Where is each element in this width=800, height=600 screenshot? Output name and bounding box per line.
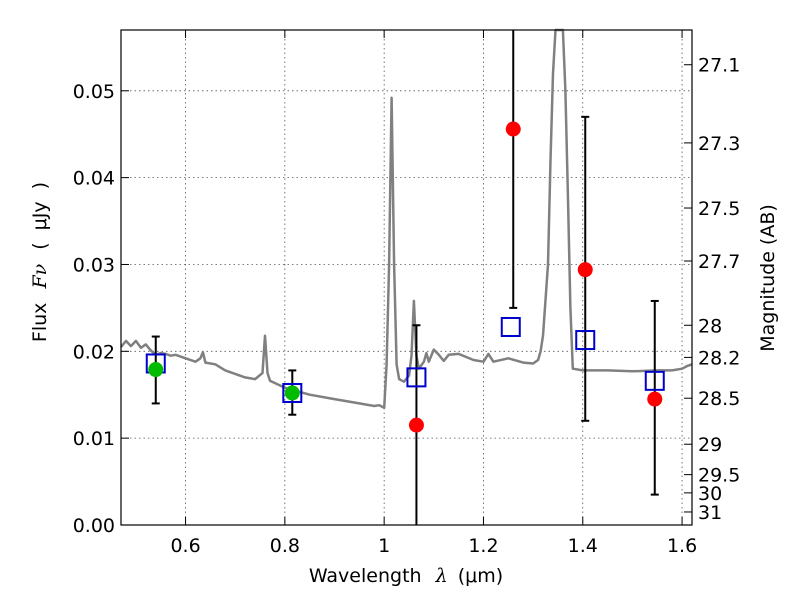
observed-flux-point — [284, 385, 300, 401]
magnitude-tick-label: 27.3 — [698, 133, 740, 155]
observed-flux-point — [647, 391, 663, 407]
x-tick-label: 1 — [378, 535, 390, 557]
magnitude-tick-label: 28 — [698, 315, 722, 337]
observed-flux-point — [505, 121, 521, 137]
x-tick-label: 1.4 — [568, 535, 598, 557]
plot-frame — [120, 29, 693, 526]
x-axis-label-open: ( — [458, 565, 465, 587]
y-axis-label-unit: μJy — [29, 201, 51, 230]
magnitude-tick-label: 27.7 — [698, 251, 740, 273]
x-axis-label: Wavelength λ (μm) — [309, 565, 503, 587]
y-tick-label: 0.02 — [73, 341, 115, 363]
y-axis-label-word: Flux — [29, 303, 51, 343]
x-axis-label-word: Wavelength — [309, 565, 422, 587]
x-axis-label-close: ) — [496, 565, 503, 587]
y-axis-label-open: ( — [29, 242, 51, 249]
y-tick-label: 0.01 — [73, 428, 115, 450]
observed-flux-point — [577, 262, 593, 278]
y2-axis-label: Magnitude (AB) — [757, 204, 779, 352]
magnitude-tick-label: 28.5 — [698, 388, 740, 410]
y-tick-label: 0.05 — [73, 81, 115, 103]
magnitude-tick-label: 27.5 — [698, 198, 740, 220]
observed-flux-point — [408, 417, 424, 433]
magnitude-tick-label: 27.1 — [698, 55, 740, 77]
magnitude-tick-label: 30 — [698, 483, 722, 505]
y-axis-label: Flux Fν ( μJy ) — [29, 182, 51, 342]
y-tick-label: 0.00 — [73, 515, 115, 537]
magnitude-tick-label: 28.2 — [698, 347, 740, 369]
magnitude-tick-label: 31 — [698, 502, 722, 524]
tick-layer: 0.6 0.8 1 1.2 1.4 1.6 0.00 0.01 0.02 0.03 0.04 0.05… — [73, 30, 740, 557]
model-photometry-square — [282, 383, 303, 403]
model-photometry-square — [406, 367, 427, 388]
grid-layer — [121, 30, 692, 525]
observed-flux-point — [148, 362, 164, 378]
y-axis-label-close: ) — [29, 182, 51, 189]
y-tick-label: 0.04 — [73, 168, 115, 190]
y-tick-label: 0.03 — [73, 254, 115, 276]
model-photometry-square — [500, 317, 521, 337]
x-tick-label: 0.8 — [270, 535, 300, 557]
x-tick-label: 1.2 — [468, 535, 498, 557]
magnitude-tick-label: 29 — [698, 434, 722, 456]
x-tick-label: 1.6 — [667, 535, 697, 557]
x-axis-label-symbol: λ — [435, 565, 448, 587]
x-axis-label-unit: μm — [465, 565, 496, 587]
magnitude-tick-label: 29.5 — [698, 465, 740, 487]
x-tick-label: 0.6 — [170, 535, 200, 557]
marker-layer — [145, 121, 665, 433]
model-photometry-square — [575, 330, 596, 351]
model-photometry-square — [644, 370, 665, 391]
y-axis-label-symbol: Fν — [29, 263, 51, 289]
